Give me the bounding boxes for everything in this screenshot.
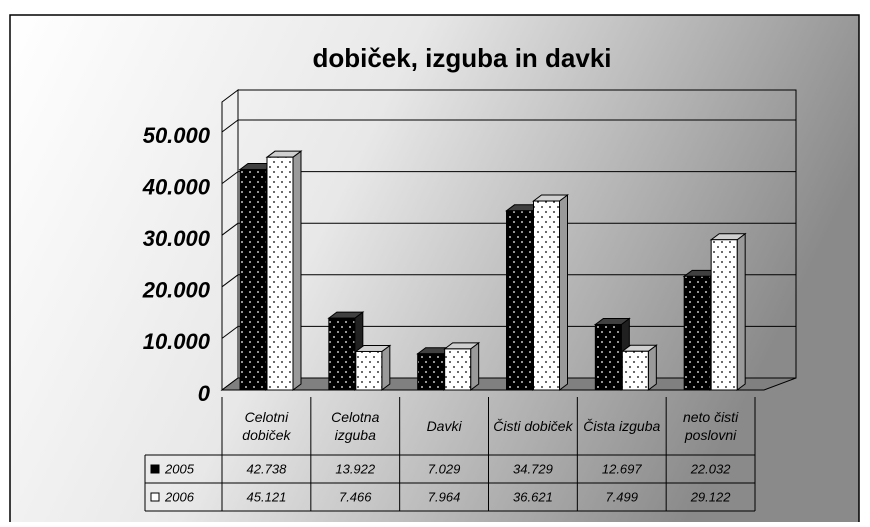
category-label: Celotni dobiček — [242, 409, 291, 443]
bar — [506, 210, 533, 391]
table-value: 29.122 — [690, 489, 732, 504]
category-cell: Davki — [426, 418, 462, 434]
table-value: 7.499 — [605, 489, 638, 504]
y-tick-label: 20.000 — [142, 278, 211, 303]
grid-line — [221, 171, 239, 185]
bar — [239, 168, 267, 391]
bar-side — [559, 194, 568, 391]
table-value: 7.029 — [428, 461, 461, 476]
legend-label: 2006 — [164, 489, 195, 504]
bar — [683, 275, 711, 391]
bar — [621, 350, 649, 391]
bar — [266, 156, 294, 391]
grid-line — [221, 274, 239, 288]
table-value: 7.964 — [428, 489, 461, 504]
grid-line — [221, 119, 239, 133]
category-label: Celotna izguba — [331, 409, 380, 443]
table-value: 7.466 — [339, 489, 372, 504]
legend-label: 2005 — [164, 461, 195, 476]
category-label: Davki — [426, 418, 462, 434]
bar-side — [470, 341, 480, 391]
table-value: 22.032 — [690, 461, 732, 476]
bar — [533, 200, 560, 391]
category-cell: Čisti dobiček — [493, 418, 573, 434]
table-value: 45.121 — [247, 489, 287, 504]
y-tick-label: 50.000 — [143, 123, 211, 148]
y-tick-label: 10.000 — [143, 329, 211, 354]
bar — [594, 323, 622, 391]
grid-line — [221, 325, 239, 339]
bar — [710, 239, 738, 391]
y-tick-label: 40.000 — [142, 174, 211, 199]
bar — [328, 317, 356, 391]
bar — [417, 353, 445, 391]
category-cell: Čista izguba — [583, 418, 661, 434]
category-label: Čista izguba — [583, 418, 661, 434]
bar — [355, 350, 383, 391]
table-value: 13.922 — [335, 461, 376, 476]
grid-line — [221, 222, 239, 236]
category-cell: neto čisti poslovni — [682, 409, 739, 443]
table-value: 42.738 — [247, 461, 288, 476]
bar-side — [381, 344, 391, 391]
bar-side — [736, 232, 746, 391]
bar-side — [647, 344, 657, 391]
category-label: Čisti dobiček — [493, 418, 573, 434]
table-value: 36.621 — [513, 489, 553, 504]
bar — [444, 348, 472, 391]
chart-title: dobiček, izguba in davki — [312, 43, 611, 73]
category-label: neto čisti poslovni — [682, 409, 739, 443]
y-tick-label: 0 — [198, 381, 211, 406]
table-value: 34.729 — [513, 461, 553, 476]
y-tick-label: 30.000 — [143, 226, 211, 251]
bar-side — [292, 150, 302, 391]
category-cell: Celotna izguba — [331, 409, 380, 443]
legend-key — [150, 464, 160, 474]
category-cell: Celotni dobiček — [242, 409, 291, 443]
table-value: 12.697 — [602, 461, 643, 476]
legend-key — [150, 492, 160, 502]
